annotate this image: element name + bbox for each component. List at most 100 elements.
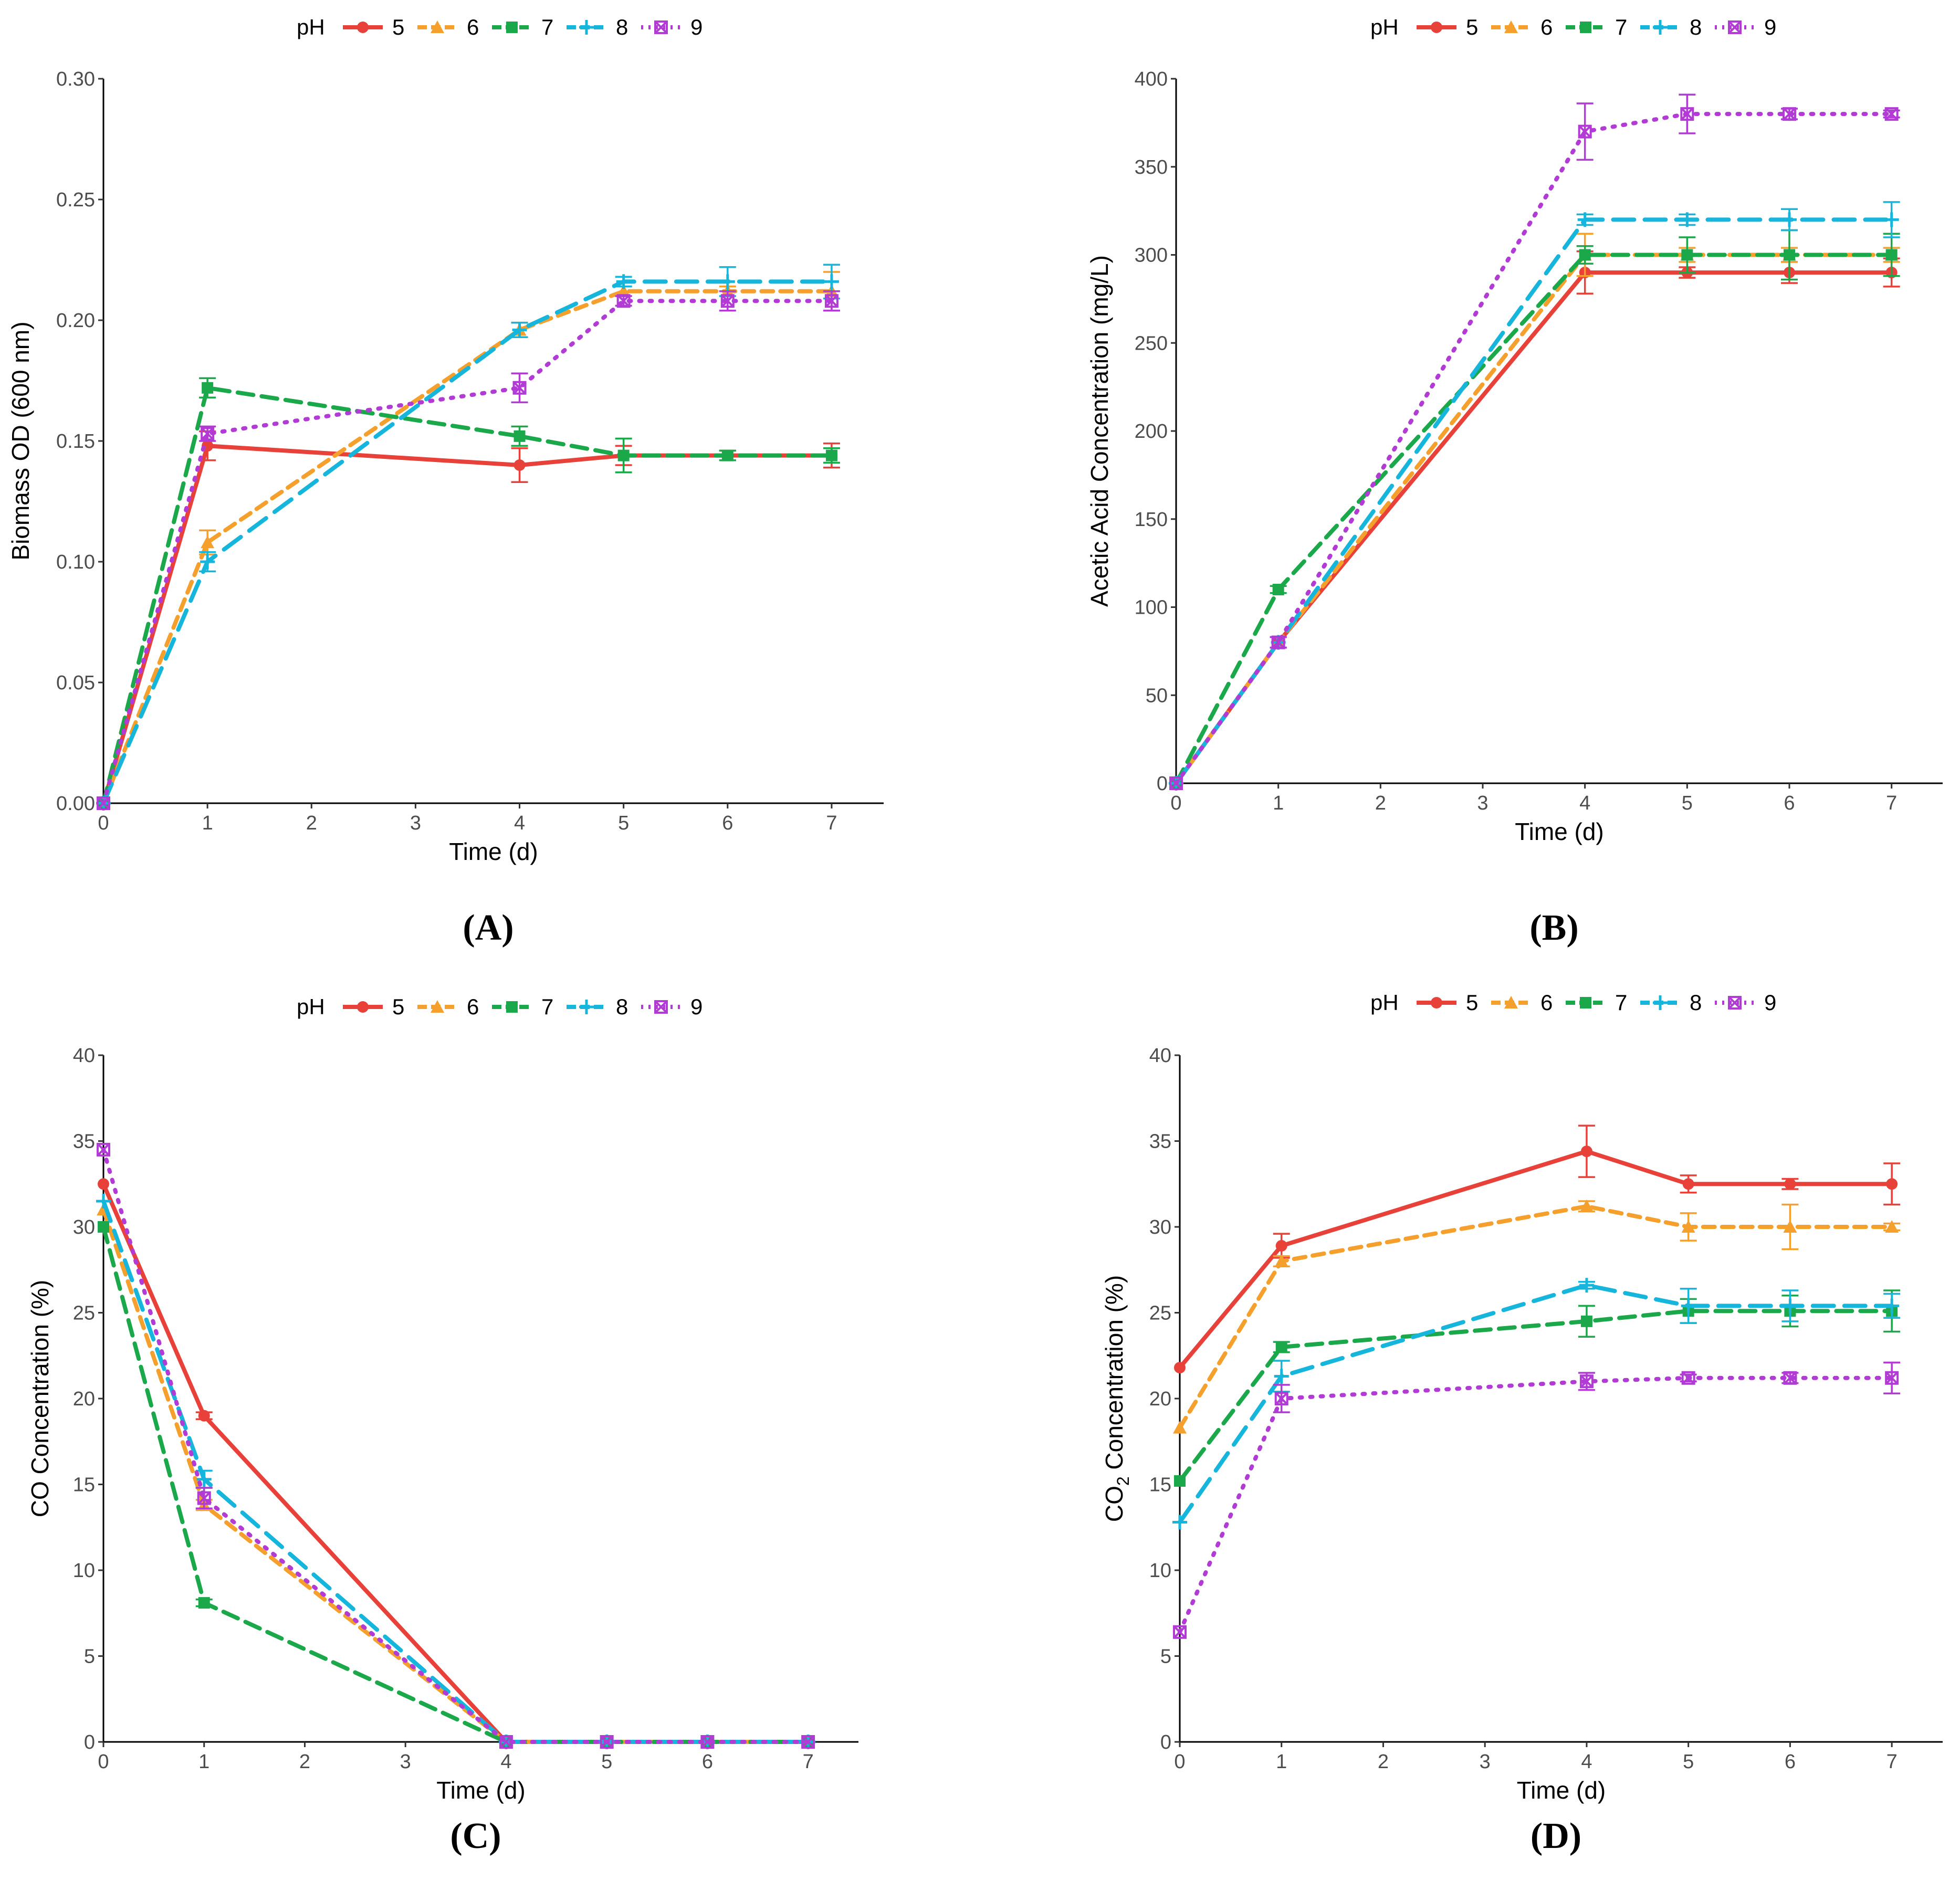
data-point [201,535,215,549]
x-tick-label: 6 [1784,792,1795,814]
data-point [1274,1392,1288,1405]
legend-marker [357,1001,369,1013]
y-tick-label: 150 [1135,509,1168,531]
legend-label: 5 [1466,15,1478,39]
y-tick-label: 20 [1149,1388,1171,1410]
data-point [97,1142,110,1157]
y-axis-title-sub: 2 [1114,1476,1133,1486]
x-tick-label: 7 [826,812,837,834]
data-point [1784,1178,1796,1190]
series-7 [1174,1289,1901,1487]
legend-entry-5: 5 [343,994,404,1019]
data-point [1271,635,1285,649]
legend-label: 5 [392,15,404,39]
x-tick-label: 1 [1273,792,1284,814]
data-point [499,1735,513,1749]
y-tick-label: 5 [1160,1646,1171,1668]
y-tick-label: 300 [1135,245,1168,267]
data-point [198,1410,210,1422]
legend-entry-8: 8 [1640,15,1702,39]
series-line [1178,1149,1894,1370]
legend-entry-6: 6 [417,15,479,39]
legend-title: pH [1370,990,1399,1015]
data-point [201,427,215,441]
x-tick-label: 2 [299,1751,310,1773]
data-point [1173,1625,1187,1639]
data-point [1884,107,1899,121]
legend-label: 5 [392,994,404,1019]
legend-marker [654,20,668,34]
legend: pH 5 6 7 8 9 [1370,15,1776,39]
panel-label: (C) [450,1816,501,1856]
data-point [700,1735,715,1749]
series-7 [98,377,840,809]
data-point [202,382,214,394]
data-point [720,294,735,308]
panel-label: (B) [1529,908,1578,948]
x-tick-label: 6 [702,1751,713,1773]
y-axis-title: Acetic Acid Concentration (mg/L) [1086,255,1113,607]
legend-label: 8 [1690,990,1702,1015]
panel-label: (D) [1531,1816,1581,1856]
series-line [101,444,834,805]
x-tick-label: 4 [500,1751,511,1773]
data-point [1174,1362,1186,1374]
x-tick-label: 5 [1683,1751,1694,1773]
data-point [1580,1315,1592,1327]
x-tick-label: 0 [98,812,109,834]
data-point [198,1597,210,1609]
x-tick-label: 5 [601,1751,612,1773]
legend-entry-7: 7 [1566,990,1627,1015]
y-tick-label: 40 [73,1045,95,1067]
legend-entry-9: 9 [641,994,703,1019]
y-tick-label: 0.05 [56,672,95,694]
data-point [1172,1515,1187,1530]
data-point [1275,1341,1287,1353]
legend-entry-8: 8 [567,15,628,39]
legend-entry-6: 6 [417,994,479,1019]
x-axis-title: Time (d) [1517,1777,1606,1804]
data-point [1681,1220,1695,1233]
data-point [1274,1369,1289,1384]
data-point [824,294,838,308]
legend-marker [357,22,369,33]
legend-entry-6: 6 [1491,990,1553,1015]
legend-label: 7 [1615,15,1627,39]
legend-entry-8: 8 [567,994,628,1019]
data-point [1782,212,1797,227]
x-tick-label: 7 [1886,1751,1898,1773]
legend-label: 9 [690,994,703,1019]
chart-panel-2: 0 50 100 150 200 250 300 350 400 0 1 2 3 4 5 6 7 Time (d)… [1086,15,1943,948]
x-tick-label: 7 [1886,792,1897,814]
series-line [1178,1375,1894,1634]
y-tick-label: 0.30 [56,68,95,90]
legend-marker [1728,20,1742,34]
data-point [98,1178,109,1190]
x-tick-label: 3 [1477,792,1488,814]
legend-title: pH [297,994,325,1019]
legend-entry-5: 5 [343,15,404,39]
y-tick-label: 200 [1135,421,1168,443]
series-9 [1173,1361,1901,1639]
data-point [1579,1199,1594,1212]
y-tick-label: 30 [1149,1216,1171,1238]
series-9 [97,290,840,810]
legend-entry-9: 9 [1715,990,1776,1015]
panel-label: (A) [463,908,513,948]
data-point [1580,1146,1592,1158]
data-point [616,274,631,289]
data-point [801,1735,815,1749]
legend-marker [1728,996,1742,1010]
series-line [101,289,834,805]
data-point [1681,249,1693,261]
series-9 [97,1142,815,1749]
y-tick-label: 0.10 [56,551,95,573]
x-tick-label: 1 [198,1751,209,1773]
legend-label: 7 [541,15,553,39]
legend-label: 6 [1540,990,1553,1015]
legend-marker [654,1000,668,1014]
data-point [721,449,733,461]
data-point [616,284,631,297]
series-7 [1170,229,1900,789]
